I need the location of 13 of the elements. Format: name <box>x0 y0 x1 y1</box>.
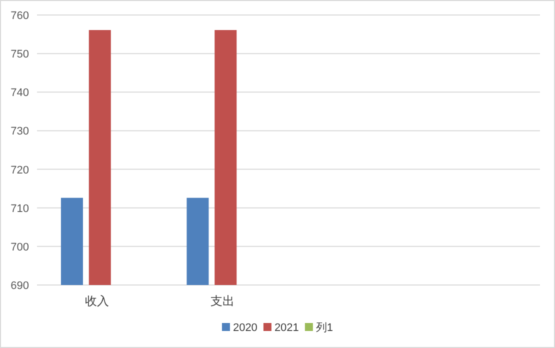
y-tick-label: 760 <box>10 10 29 22</box>
y-tick-label: 740 <box>10 87 29 100</box>
y-tick-label: 720 <box>10 164 29 176</box>
y-tick-label: 700 <box>10 241 29 254</box>
legend-label: 2021 <box>274 322 299 334</box>
y-tick-label: 750 <box>10 48 29 61</box>
y-tick-label: 690 <box>10 280 29 292</box>
y-tick-label: 730 <box>10 126 29 138</box>
legend-label: 列1 <box>316 322 334 334</box>
x-tick-label: 收入 <box>84 294 109 308</box>
x-tick-label: 支出 <box>210 294 235 308</box>
legend-label: 2020 <box>232 322 258 334</box>
y-tick-label: 710 <box>10 202 29 215</box>
